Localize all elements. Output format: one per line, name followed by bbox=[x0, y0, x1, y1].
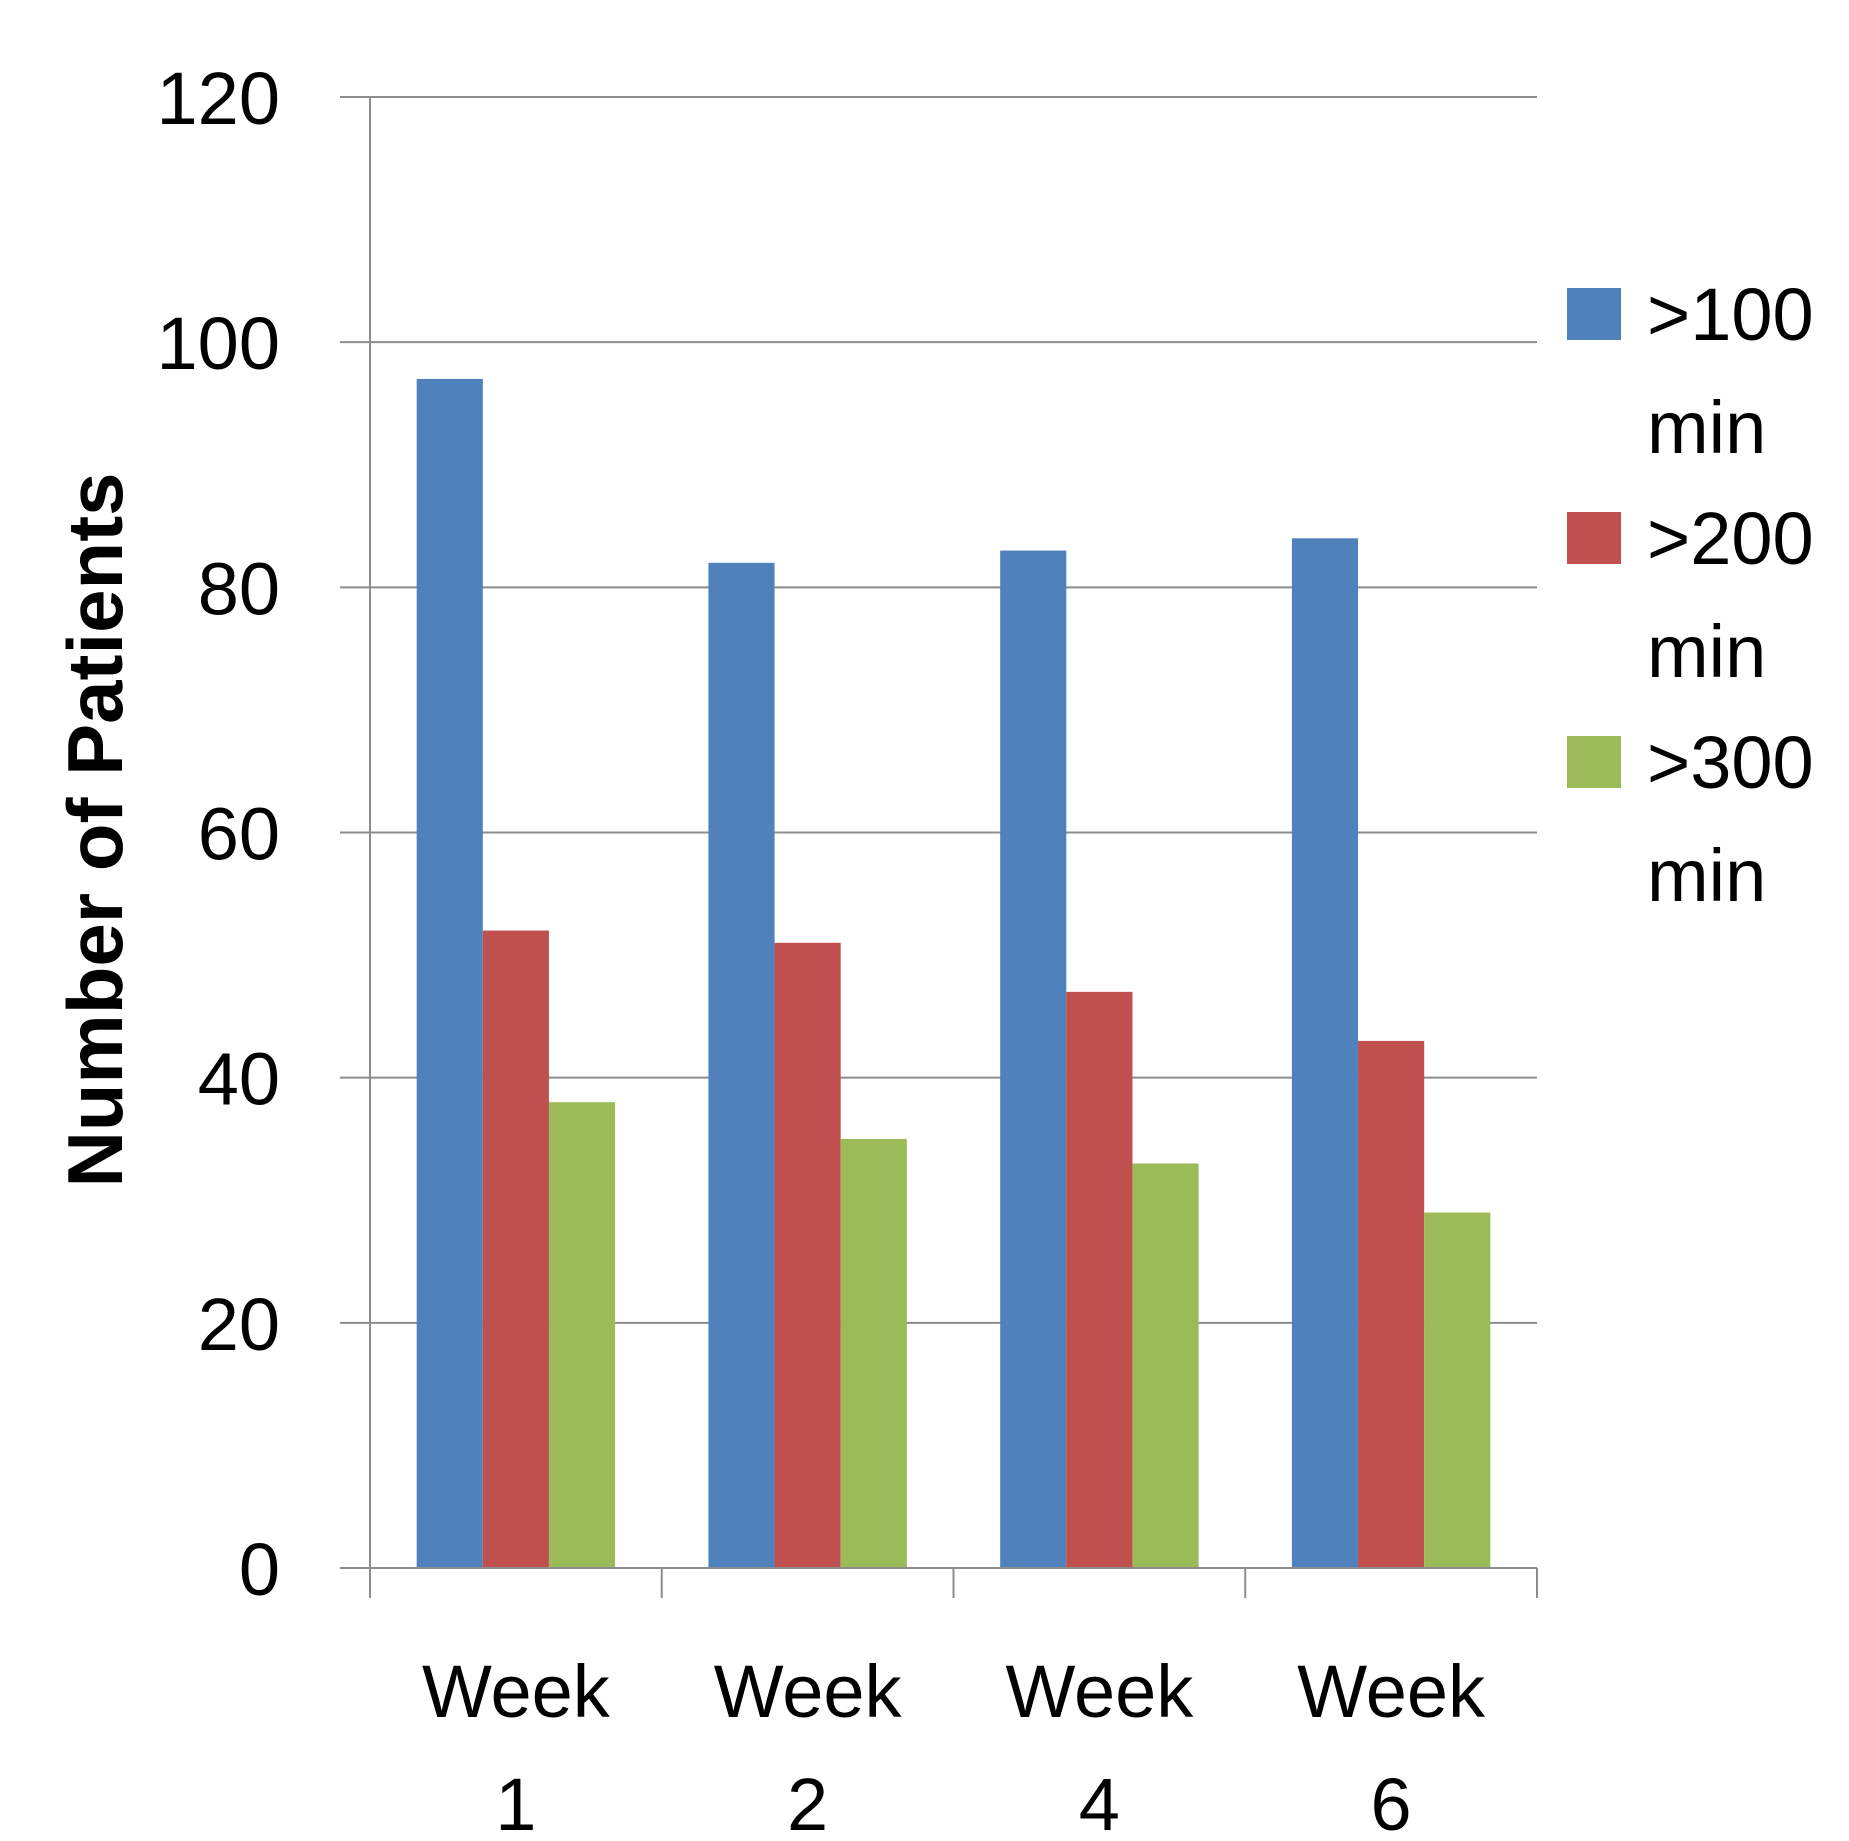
bar-2-2 bbox=[774, 942, 841, 1568]
y-tick-label: 60 bbox=[198, 793, 280, 876]
x-tick-label-line: Week bbox=[1005, 1650, 1194, 1733]
bar-1-2 bbox=[708, 562, 775, 1568]
legend-label-line: >100 bbox=[1647, 273, 1814, 356]
legend-label-3: >300 min bbox=[1647, 721, 1814, 917]
x-tick-label: Week 6 bbox=[1297, 1650, 1486, 1841]
bars bbox=[416, 378, 1491, 1569]
bar-2-3 bbox=[1066, 991, 1133, 1568]
legend-label-2: >200 min bbox=[1647, 497, 1814, 693]
legend-swatch-2 bbox=[1567, 512, 1621, 564]
legend-swatch-1 bbox=[1567, 288, 1621, 340]
legend-label-line: >300 bbox=[1647, 721, 1814, 804]
legend-label-line: >200 bbox=[1647, 497, 1814, 580]
legend-swatch-3 bbox=[1567, 736, 1621, 788]
x-tick-label-line: Week bbox=[714, 1650, 903, 1733]
x-tick-label-line: 6 bbox=[1371, 1763, 1412, 1841]
x-tick-label-line: Week bbox=[422, 1650, 611, 1733]
y-axis-title: Number of Patients bbox=[51, 472, 139, 1187]
y-tick-labels: 0 20 40 60 80 100 120 bbox=[157, 57, 280, 1611]
x-tick-label-line: Week bbox=[1297, 1650, 1486, 1733]
x-tick-label-line: 2 bbox=[787, 1763, 828, 1841]
bar-3-3 bbox=[1132, 1163, 1199, 1568]
y-tick-label: 20 bbox=[198, 1283, 280, 1366]
x-tick-label: Week 2 bbox=[714, 1650, 903, 1841]
y-tick-label: 40 bbox=[198, 1038, 280, 1121]
legend-label-line: min bbox=[1647, 610, 1766, 693]
x-tick-label-line: 4 bbox=[1079, 1763, 1120, 1841]
x-tick-label-line: 1 bbox=[495, 1763, 536, 1841]
bar-3-4 bbox=[1424, 1212, 1491, 1568]
bar-3-2 bbox=[840, 1138, 907, 1568]
bar-2-4 bbox=[1358, 1040, 1425, 1568]
legend: >100 min >200 min >300 min bbox=[1567, 273, 1814, 917]
y-tick-label: 0 bbox=[239, 1528, 280, 1611]
x-tick-label: Week 4 bbox=[1005, 1650, 1194, 1841]
bar-1-1 bbox=[416, 378, 483, 1569]
y-tick-label: 80 bbox=[198, 547, 280, 630]
x-tick-labels: Week 1 Week 2 Week 4 Week 6 bbox=[422, 1650, 1486, 1841]
bar-1-3 bbox=[1000, 550, 1067, 1568]
bar-3-1 bbox=[548, 1102, 616, 1568]
y-tick-label: 120 bbox=[157, 57, 280, 140]
legend-label-line: min bbox=[1647, 834, 1766, 917]
bar-1-4 bbox=[1291, 538, 1359, 1568]
axes bbox=[340, 97, 1538, 1598]
legend-label-line: min bbox=[1647, 386, 1766, 469]
y-tick-label: 100 bbox=[157, 302, 280, 385]
legend-label-1: >100 min bbox=[1647, 273, 1814, 469]
bar-2-1 bbox=[482, 930, 549, 1568]
x-tick-label: Week 1 bbox=[422, 1650, 611, 1841]
